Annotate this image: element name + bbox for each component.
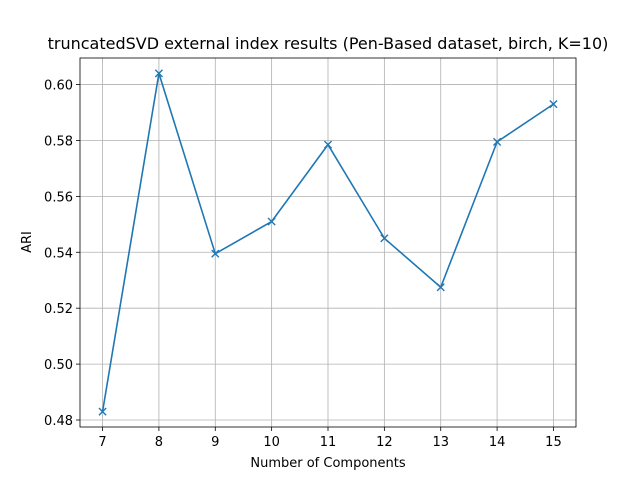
data-point-0-7 (492, 137, 502, 146)
y-tick-label-3: 0.54 (44, 246, 73, 261)
x-tick-label-3: 10 (263, 435, 280, 450)
grid (80, 58, 576, 427)
data-point-0-3 (267, 217, 276, 226)
marker-stroke-b (154, 69, 164, 78)
x-axis-title: Number of Components (250, 456, 405, 471)
marker-stroke-b (323, 140, 333, 149)
axes: 7 8 9 10 11 12 13 14 15 0.48 0.50 0.52 0.54 0.56 0.58 0… (44, 57, 577, 450)
y-axis-title: ARI (20, 231, 35, 253)
data-point-0-0 (98, 407, 107, 416)
marker-stroke-b (492, 137, 502, 146)
x-tick-label-7: 14 (489, 435, 506, 450)
marker-stroke-b (549, 100, 558, 109)
y-tick-label-0: 0.48 (44, 414, 73, 429)
x-tick-label-2: 9 (211, 435, 219, 450)
data-point-0-1 (154, 69, 164, 78)
x-tick-label-1: 8 (155, 435, 163, 450)
data-point-0-5 (380, 234, 389, 243)
x-tick-label-6: 13 (432, 435, 449, 450)
y-tick-label-4: 0.56 (44, 190, 73, 205)
marker-stroke-b (267, 217, 276, 226)
marker-stroke-b (211, 249, 220, 258)
data-point-0-2 (211, 249, 220, 258)
data-point-0-4 (323, 140, 333, 149)
series-layer (98, 69, 558, 416)
x-tick-label-4: 11 (320, 435, 337, 450)
x-tick-label-0: 7 (98, 435, 106, 450)
y-tick-label-6: 0.60 (44, 79, 73, 94)
marker-stroke-b (98, 407, 107, 416)
y-tick-label-2: 0.52 (44, 302, 73, 317)
x-tick-label-8: 15 (545, 435, 562, 450)
y-tick-label-1: 0.50 (44, 358, 73, 373)
marker-stroke-b (436, 283, 445, 292)
data-point-0-6 (436, 283, 445, 292)
data-point-0-8 (549, 100, 558, 109)
x-tick-label-5: 12 (376, 435, 393, 450)
y-tick-label-5: 0.58 (44, 134, 73, 149)
marker-stroke-b (380, 234, 389, 243)
chart-title: truncatedSVD external index results (Pen… (48, 34, 609, 53)
